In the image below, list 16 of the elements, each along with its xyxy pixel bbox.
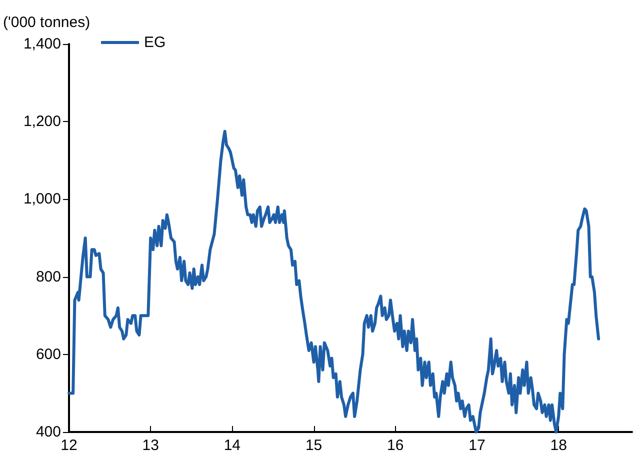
- x-tick-label: 13: [142, 437, 159, 454]
- y-tick-label: 600: [36, 346, 61, 363]
- x-tick-label: 17: [468, 437, 486, 454]
- y-tick-label: 1,000: [23, 190, 61, 208]
- x-tick-label: 18: [550, 437, 567, 454]
- y-tick-label: 1,400: [23, 36, 61, 52]
- legend-label: EG: [144, 34, 166, 51]
- x-tick-label: 14: [224, 437, 241, 454]
- y-tick-label: 400: [36, 424, 61, 440]
- y-axis-title: ('000 tonnes): [3, 14, 90, 31]
- y-tick-label: 800: [36, 268, 61, 286]
- x-tick-label: 15: [305, 437, 322, 454]
- x-tick-label: 12: [60, 437, 78, 454]
- x-tick-label: 16: [387, 437, 404, 454]
- line-series: [68, 130, 600, 434]
- y-tick-label: 1,200: [23, 113, 61, 130]
